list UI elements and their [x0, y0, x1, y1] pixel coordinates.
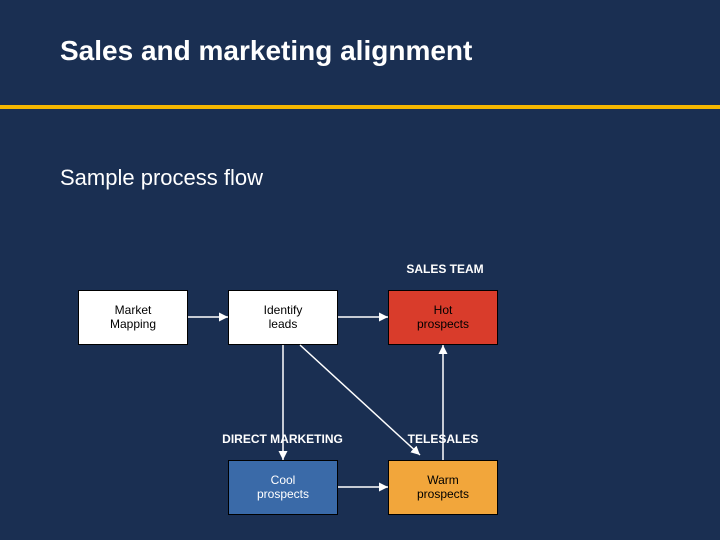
slide-background [0, 0, 720, 540]
node-text: Identifyleads [264, 304, 303, 332]
slide-subtitle: Sample process flow [60, 165, 263, 191]
label-telesales: TELESALES [388, 432, 498, 446]
label-sales-team: SALES TEAM [380, 262, 510, 276]
title-divider [0, 105, 720, 109]
node-text: MarketMapping [110, 304, 156, 332]
node-identify-leads: Identifyleads [228, 290, 338, 345]
slide-title: Sales and marketing alignment [60, 35, 472, 67]
node-warm-prospects: Warmprospects [388, 460, 498, 515]
node-text: Warmprospects [417, 474, 469, 502]
node-hot-prospects: Hotprospects [388, 290, 498, 345]
node-text: Hotprospects [417, 304, 469, 332]
node-cool-prospects: Coolprospects [228, 460, 338, 515]
node-text: Coolprospects [257, 474, 309, 502]
node-market-mapping: MarketMapping [78, 290, 188, 345]
label-direct-marketing: DIRECT MARKETING [200, 432, 365, 446]
